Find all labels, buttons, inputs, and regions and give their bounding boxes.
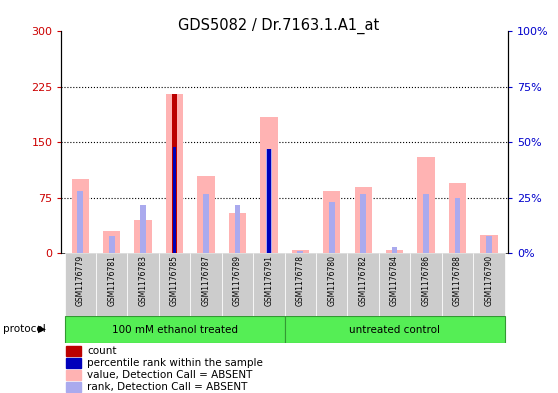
Text: ▶: ▶ — [38, 324, 46, 334]
Bar — [392, 247, 397, 253]
Bar — [78, 191, 83, 253]
Bar — [455, 198, 460, 253]
Bar — [229, 213, 246, 253]
Bar — [417, 157, 435, 253]
Bar — [172, 147, 176, 253]
Bar — [66, 358, 81, 367]
Bar — [166, 94, 183, 253]
Bar — [66, 346, 81, 356]
Bar — [103, 231, 121, 253]
Text: GSM1176778: GSM1176778 — [296, 255, 305, 307]
Text: GSM1176781: GSM1176781 — [107, 255, 116, 306]
Bar — [203, 193, 209, 253]
Bar — [260, 117, 277, 253]
Bar — [190, 253, 222, 316]
Bar — [172, 94, 177, 253]
Bar — [354, 187, 372, 253]
Text: 100 mM ethanol treated: 100 mM ethanol treated — [112, 325, 238, 335]
Text: GSM1176791: GSM1176791 — [264, 255, 273, 307]
Text: GSM1176782: GSM1176782 — [359, 255, 368, 306]
Bar — [222, 253, 253, 316]
Text: GSM1176784: GSM1176784 — [390, 255, 399, 307]
Bar — [379, 253, 410, 316]
Bar — [329, 202, 335, 253]
Bar — [140, 205, 146, 253]
Bar — [423, 193, 429, 253]
Bar — [134, 220, 152, 253]
Text: GSM1176786: GSM1176786 — [421, 255, 431, 307]
Bar — [65, 253, 96, 316]
Text: GSM1176780: GSM1176780 — [327, 255, 336, 307]
Bar — [109, 236, 114, 253]
Bar — [360, 193, 366, 253]
Text: GSM1176785: GSM1176785 — [170, 255, 179, 307]
Bar — [71, 180, 89, 253]
Bar — [386, 250, 403, 253]
Bar — [410, 253, 442, 316]
Text: GSM1176790: GSM1176790 — [484, 255, 493, 307]
Text: untreated control: untreated control — [349, 325, 440, 335]
Bar — [267, 149, 271, 253]
Text: GSM1176789: GSM1176789 — [233, 255, 242, 307]
Bar — [486, 236, 492, 253]
Text: GSM1176788: GSM1176788 — [453, 255, 462, 306]
Text: GSM1176779: GSM1176779 — [76, 255, 85, 307]
Bar — [127, 253, 159, 316]
Bar — [348, 253, 379, 316]
Bar — [442, 253, 473, 316]
Bar — [66, 382, 81, 391]
Bar — [198, 176, 215, 253]
Text: count: count — [88, 346, 117, 356]
Bar — [159, 253, 190, 316]
Bar — [172, 147, 177, 253]
Text: GDS5082 / Dr.7163.1.A1_at: GDS5082 / Dr.7163.1.A1_at — [179, 18, 379, 34]
Bar — [480, 235, 498, 253]
Text: GSM1176787: GSM1176787 — [201, 255, 210, 307]
Text: percentile rank within the sample: percentile rank within the sample — [88, 358, 263, 368]
Bar — [323, 191, 340, 253]
Bar — [297, 251, 303, 253]
Bar — [473, 253, 504, 316]
Text: rank, Detection Call = ABSENT: rank, Detection Call = ABSENT — [88, 382, 248, 392]
Bar — [449, 183, 466, 253]
Bar — [285, 253, 316, 316]
Bar — [316, 253, 348, 316]
Bar — [234, 205, 240, 253]
Bar — [66, 370, 81, 380]
Bar — [96, 253, 127, 316]
Text: protocol: protocol — [3, 324, 46, 334]
Bar — [292, 250, 309, 253]
Bar — [253, 253, 285, 316]
Bar — [65, 316, 285, 343]
Text: GSM1176783: GSM1176783 — [138, 255, 148, 307]
Bar — [285, 316, 504, 343]
Bar — [266, 149, 272, 253]
Text: value, Detection Call = ABSENT: value, Detection Call = ABSENT — [88, 370, 253, 380]
